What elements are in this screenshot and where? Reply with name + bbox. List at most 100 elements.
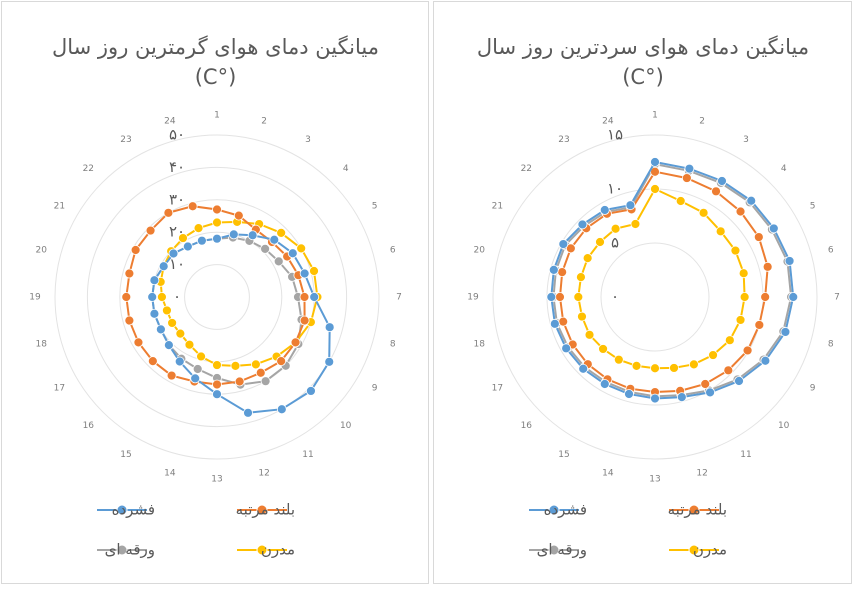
data-point (213, 361, 222, 370)
r-tick-label: ۱۰ (607, 180, 623, 198)
data-point (194, 224, 203, 233)
category-label: 7 (834, 293, 840, 303)
category-label: 23 (558, 135, 569, 145)
data-point (682, 174, 691, 183)
data-point (261, 377, 270, 386)
data-point (685, 164, 694, 173)
data-point (754, 233, 763, 242)
data-point (125, 269, 134, 278)
r-tick-label: ۰ (173, 288, 181, 306)
data-point (562, 344, 571, 353)
legend-label: فشرده (112, 501, 155, 519)
data-point (277, 405, 286, 414)
category-label: 22 (521, 164, 532, 174)
category-label: 23 (120, 135, 131, 145)
data-point (176, 329, 185, 338)
data-point (547, 293, 556, 302)
data-point (731, 246, 740, 255)
data-point (740, 293, 749, 302)
data-point (191, 374, 200, 383)
data-point (159, 262, 168, 271)
data-point (274, 257, 283, 266)
data-point (213, 205, 222, 214)
legend-label: بلند مرتبه (236, 501, 295, 519)
data-point (701, 379, 710, 388)
data-point (146, 226, 155, 235)
category-label: 2 (699, 117, 705, 127)
legend-label: فشرده (544, 501, 587, 519)
category-label: 16 (521, 421, 533, 431)
data-point (600, 206, 609, 215)
category-label: 12 (258, 468, 269, 478)
data-point (244, 408, 253, 417)
data-point (677, 393, 686, 402)
data-point (150, 309, 159, 318)
data-point (725, 336, 734, 345)
category-label: 21 (492, 202, 503, 212)
category-label: 9 (372, 384, 378, 394)
data-point (611, 224, 620, 233)
data-point (576, 273, 585, 282)
category-label: 5 (810, 202, 816, 212)
data-point (574, 293, 583, 302)
category-label: 4 (781, 164, 787, 174)
data-point (724, 366, 733, 375)
category-label: 20 (35, 245, 47, 255)
data-point (291, 338, 300, 347)
category-label: 18 (35, 340, 47, 350)
data-point (689, 360, 698, 369)
data-point (164, 341, 173, 350)
category-label: 8 (828, 340, 834, 350)
data-point (706, 388, 715, 397)
data-point (300, 316, 309, 325)
category-label: 8 (390, 340, 396, 350)
data-point (256, 368, 265, 377)
data-point (735, 377, 744, 386)
data-point (300, 269, 309, 278)
category-label: 6 (390, 245, 396, 255)
data-point (288, 249, 297, 258)
data-point (235, 377, 244, 386)
data-point (213, 380, 222, 389)
legend-label: مدرن (693, 541, 727, 559)
category-label: 15 (558, 450, 569, 460)
category-label: 10 (340, 421, 352, 431)
data-point (559, 317, 568, 326)
data-point (739, 269, 748, 278)
category-label: 10 (778, 421, 790, 431)
category-label: 11 (302, 450, 313, 460)
data-point (651, 394, 660, 403)
data-point (755, 320, 764, 329)
data-point (213, 234, 222, 243)
data-point (164, 208, 173, 217)
data-point (125, 316, 134, 325)
chart-title: میانگین دمای هوای گرمترین روز سال (°C) (42, 32, 389, 92)
data-point (325, 323, 334, 332)
data-point (325, 357, 334, 366)
data-point (122, 293, 131, 302)
chart-title: میانگین دمای هوای سردترین روز سال (°C) (474, 32, 812, 92)
data-point (578, 220, 587, 229)
category-label: 6 (828, 245, 834, 255)
chart: میانگین دمای هوای گرمترین روز سال (°C) ۰ ۱… (0, 0, 853, 585)
legend-label: مدرن (261, 541, 295, 559)
data-point (175, 357, 184, 366)
data-point (717, 177, 726, 186)
data-point (251, 360, 260, 369)
data-point (157, 293, 166, 302)
category-label: 3 (305, 135, 311, 145)
data-point (761, 356, 770, 365)
category-label: 4 (343, 164, 349, 174)
data-point (736, 315, 745, 324)
category-label: 14 (164, 468, 176, 478)
category-label: 13 (211, 475, 222, 485)
data-point (716, 227, 725, 236)
category-label: 3 (743, 135, 749, 145)
data-point (747, 196, 756, 205)
data-point (248, 231, 257, 240)
data-point (277, 228, 286, 237)
data-point (651, 185, 660, 194)
data-point (789, 293, 798, 302)
data-point (168, 318, 177, 327)
data-point (310, 267, 319, 276)
